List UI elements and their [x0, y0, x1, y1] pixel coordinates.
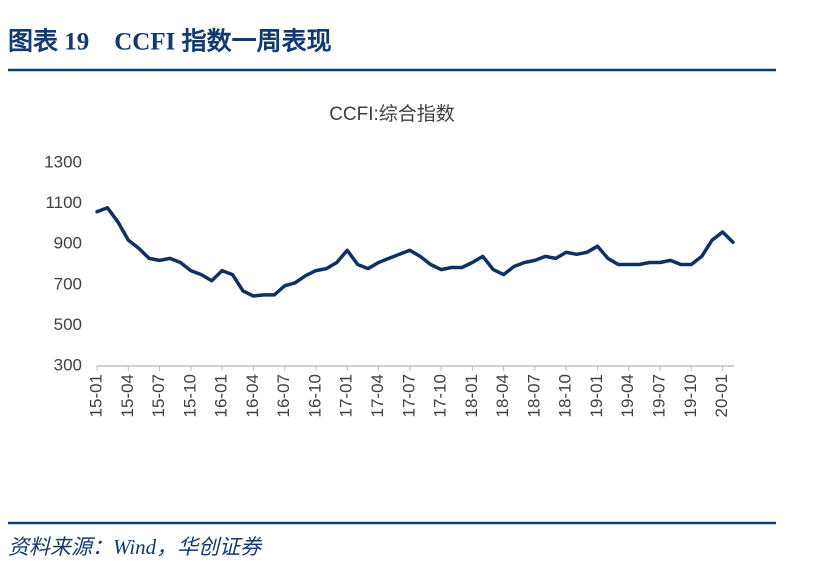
x-tick-label: 19-01: [587, 374, 606, 417]
y-tick-label: 500: [54, 315, 82, 334]
x-tick-label: 17-01: [337, 374, 356, 417]
x-tick-label: 18-10: [556, 374, 575, 417]
x-tick-label: 19-07: [650, 374, 669, 417]
x-tick-label: 17-07: [399, 374, 418, 417]
x-tick-label: 18-04: [493, 374, 512, 417]
x-tick-label: 18-01: [462, 374, 481, 417]
x-tick-label: 16-01: [212, 374, 231, 417]
x-tick-label: 20-01: [712, 374, 731, 417]
x-tick-label: 16-04: [243, 374, 262, 417]
x-tick-label: 17-10: [431, 374, 450, 417]
y-tick-label: 300: [54, 355, 82, 374]
x-tick-label: 19-04: [618, 374, 637, 417]
page-title: 图表 19 CCFI 指数一周表现: [8, 28, 332, 56]
data-line: [95, 205, 735, 298]
y-tick-label: 900: [54, 234, 82, 253]
x-tick-label: 15-04: [118, 374, 137, 417]
y-tick-label: 700: [54, 274, 82, 293]
y-tick-label: 1300: [44, 152, 82, 171]
x-tick-label: 16-10: [305, 374, 324, 417]
source-note: 资料来源：Wind，华创证券: [8, 535, 263, 559]
chart-title: CCFI:综合指数: [329, 103, 455, 125]
x-tick-label: 18-07: [524, 374, 543, 417]
x-tick-label: 15-01: [86, 374, 105, 417]
x-tick-label: 19-10: [681, 374, 700, 417]
x-tick-label: 16-07: [274, 374, 293, 417]
x-tick-label: 15-07: [149, 374, 168, 417]
x-tick-label: 17-04: [368, 374, 387, 417]
x-tick-label: 15-10: [180, 374, 199, 417]
y-tick-label: 1100: [45, 193, 82, 212]
